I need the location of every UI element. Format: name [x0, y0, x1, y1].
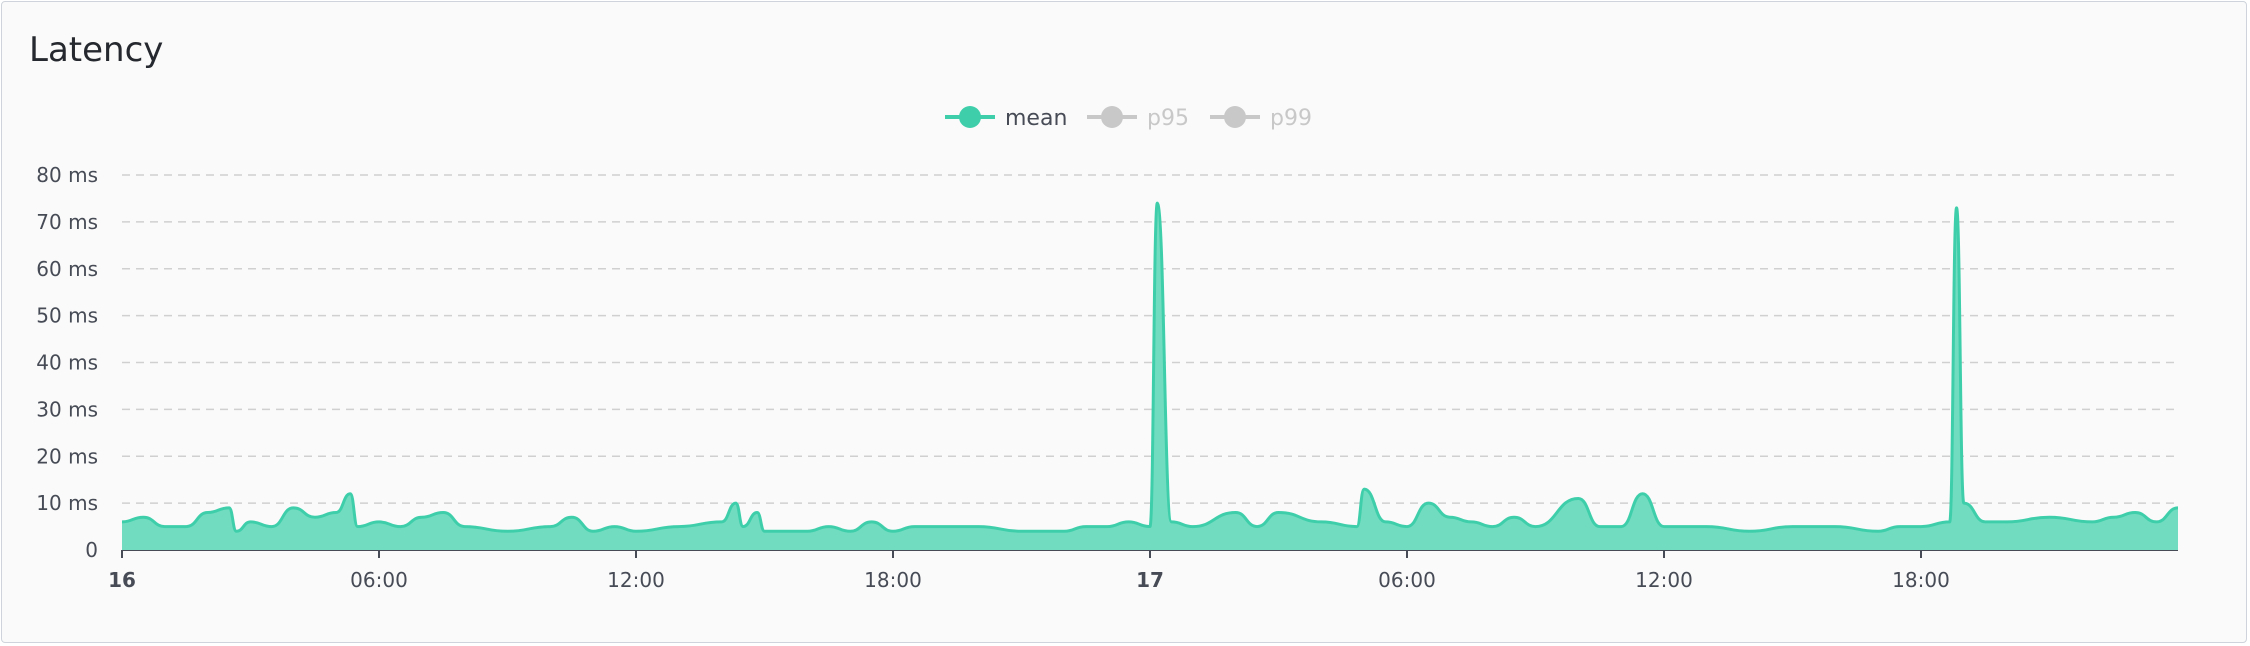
series-line-mean — [121, 201, 2179, 533]
legend-item-p99[interactable]: p99 — [1210, 106, 1312, 131]
x-tick-label: 12:00 — [1635, 568, 1693, 592]
y-tick-label: 30 ms — [36, 397, 98, 421]
chart-legend: mean p95 p99 — [945, 106, 1312, 131]
x-tick-label: 06:00 — [1378, 568, 1436, 592]
y-tick-label: 70 ms — [36, 210, 98, 234]
y-tick-label: 40 ms — [36, 351, 98, 375]
y-axis: 0 10 ms 20 ms 30 ms 40 ms 50 ms 60 ms 70 ms 80 m… — [36, 163, 98, 562]
legend-label: p99 — [1270, 106, 1312, 131]
x-tick-label: 06:00 — [350, 568, 408, 592]
x-axis: 16 06:00 12:00 18:00 17 06:00 12:00 18:00 — [108, 549, 2178, 592]
plot-area — [121, 201, 2179, 550]
legend-marker — [1224, 106, 1246, 128]
legend-marker — [959, 106, 981, 128]
y-tick-label: 60 ms — [36, 257, 98, 281]
legend-item-p95[interactable]: p95 — [1087, 106, 1189, 131]
y-tick-label: 50 ms — [36, 304, 98, 328]
y-tick-label: 10 ms — [36, 491, 98, 515]
x-tick-label: 18:00 — [864, 568, 922, 592]
legend-marker — [1101, 106, 1123, 128]
series-area-mean — [122, 203, 2178, 550]
chart-grid — [122, 174, 2178, 504]
legend-label: mean — [1005, 106, 1067, 131]
y-tick-label: 0 — [85, 538, 98, 562]
legend-label: p95 — [1147, 106, 1189, 131]
legend-item-mean[interactable]: mean — [945, 106, 1067, 131]
panel-title: Latency — [29, 30, 164, 70]
x-tick-label: 16 — [108, 568, 136, 592]
y-tick-label: 80 ms — [36, 163, 98, 187]
y-tick-label: 20 ms — [36, 444, 98, 468]
x-tick-label: 12:00 — [607, 568, 665, 592]
x-tick-label: 18:00 — [1892, 568, 1950, 592]
x-tick-label: 17 — [1136, 568, 1164, 592]
